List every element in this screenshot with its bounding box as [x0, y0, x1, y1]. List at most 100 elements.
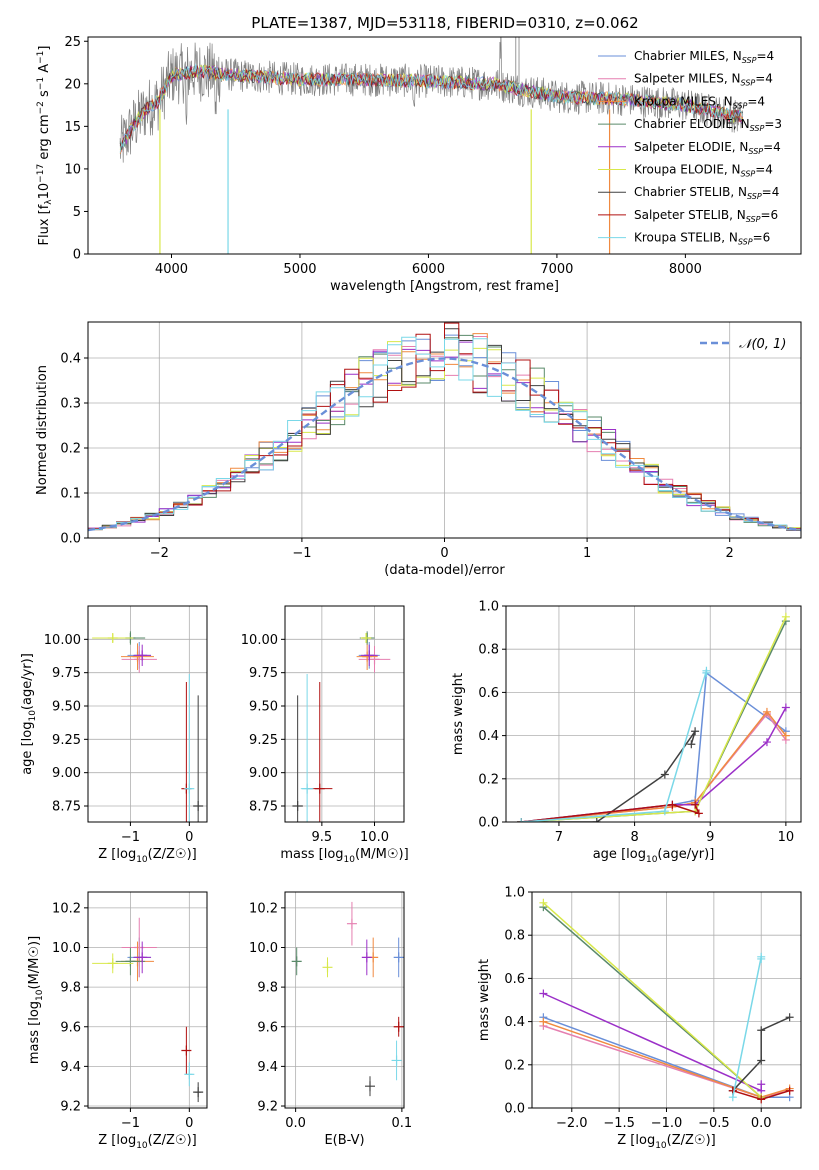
weight-marker-salpeter_stelib: [694, 809, 703, 818]
x-axis-label: (data-model)/error: [384, 563, 505, 578]
weight-line-kroupa_miles: [521, 710, 787, 822]
x-tick-label: 0: [185, 1116, 193, 1131]
y-tick-label: 0.0: [478, 816, 499, 831]
y-tick-label: 9.2: [257, 1100, 278, 1115]
weight-marker-kroupa_stelib: [660, 807, 669, 816]
point-chabrier_elodie: [291, 956, 302, 967]
weight-marker-salpeter_stelib: [785, 1086, 794, 1095]
x-tick-label: 0.0: [285, 1116, 306, 1131]
y-axis-label: age [log10(age/yr)]: [20, 653, 38, 775]
y-tick-label: 9.50: [249, 700, 278, 715]
label-part: (Z/Z☉)]: [667, 1133, 716, 1148]
y-axis-label: mass weight: [451, 673, 466, 755]
model-spectrum-kroupa_stelib: [119, 63, 744, 153]
y-tick-label: 9.4: [60, 1060, 81, 1075]
point-salpeter_miles: [134, 942, 145, 953]
x-axis-label: Z [log10(Z/Z☉)]: [98, 1133, 196, 1151]
legend-label: Salpeter MILES, NSSP=4: [634, 72, 773, 88]
point-kroupa_stelib: [302, 783, 313, 794]
label-part: =3: [764, 117, 782, 131]
legend-label: Salpeter STELIB, NSSP=6: [634, 208, 778, 224]
x-tick-label: 1: [583, 546, 591, 561]
y-tick-label: 10.0: [249, 941, 278, 956]
label-part: SSP: [747, 192, 762, 201]
label-part: Chabrier STELIB, N: [634, 185, 747, 199]
weight-marker-salpeter_stelib: [757, 1095, 766, 1104]
label-part: 10: [344, 855, 356, 865]
legend-label: Kroupa STELIB, NSSP=6: [634, 231, 770, 247]
point-kroupa_elodie: [322, 962, 333, 973]
y-tick-label: 0.0: [504, 1102, 525, 1117]
y-tick-label: 20: [64, 77, 81, 92]
y-tick-label: 0.4: [60, 352, 81, 367]
y-tick-label: 9.25: [52, 733, 81, 748]
y-tick-label: 0.6: [478, 686, 499, 701]
y-tick-label: 9.8: [257, 981, 278, 996]
label-part: erg cm: [37, 114, 52, 163]
x-tick-label: 8000: [669, 262, 702, 277]
y-tick-label: 0: [73, 248, 81, 263]
point-salpeter_miles: [369, 654, 380, 665]
legend-label: Kroupa ELODIE, NSSP=4: [634, 163, 773, 179]
weight-marker-kroupa_miles: [781, 731, 790, 740]
x-tick-label: 5000: [283, 262, 316, 277]
y-tick-label: 0.3: [60, 397, 81, 412]
label-part: −17: [36, 164, 46, 183]
y-tick-label: 0.0: [60, 532, 81, 547]
axes-frame: [87, 605, 208, 823]
legend-label: Chabrier MILES, NSSP=4: [634, 49, 774, 65]
label-part: mass [log: [280, 847, 343, 862]
y-tick-label: 0.4: [478, 729, 499, 744]
y-tick-label: 0.6: [504, 972, 525, 987]
x-tick-label: −1: [121, 830, 140, 845]
point-chabrier_stelib: [193, 1087, 204, 1098]
legend-label: Chabrier STELIB, NSSP=4: [634, 185, 779, 201]
y-tick-label: 9.50: [52, 700, 81, 715]
axes-frame: [284, 605, 405, 823]
y-tick-label: 9.25: [249, 733, 278, 748]
y-tick-label: 9.75: [249, 666, 278, 681]
label-part: (M/M☉)]: [27, 936, 42, 990]
label-part: =6: [760, 208, 778, 222]
x-tick-label: −1: [292, 546, 311, 561]
y-tick-label: 10: [64, 162, 81, 177]
x-tick-label: 0.1: [392, 1116, 413, 1131]
x-tick-label: −0.5: [698, 1116, 730, 1131]
label-part: =4: [755, 163, 773, 177]
label-part: 10: [37, 183, 52, 200]
weight-line-kroupa_elodie: [521, 616, 787, 822]
point-salpeter_stelib: [314, 783, 325, 794]
x-tick-label: 8: [630, 830, 638, 845]
point-kroupa_stelib: [184, 783, 195, 794]
panel-spectrum: 4000 5000 6000 7000 8000 0 5 10 15 20 25 Chabrier M…: [36, 35, 802, 294]
point-chabrier_elodie: [125, 956, 136, 967]
y-tick-label: 0.1: [60, 487, 81, 502]
axes-frame: [505, 605, 802, 823]
plot-area: [517, 612, 790, 822]
y-tick-label: 0.8: [478, 643, 499, 658]
point-salpeter_elodie: [137, 650, 148, 661]
x-tick-label: −2.0: [556, 1116, 588, 1131]
label-part: =4: [755, 72, 773, 86]
plot-area: [88, 322, 801, 532]
y-tick-label: 10.2: [249, 901, 278, 916]
label-part: −1: [36, 77, 46, 90]
weight-marker-kroupa_stelib: [517, 818, 526, 822]
label-part: 10: [136, 855, 148, 865]
label-part: Z [log: [98, 1133, 136, 1148]
legend-label: Kroupa MILES, NSSP=4: [634, 94, 765, 110]
axes-frame: [87, 36, 802, 255]
x-tick-label: 9: [706, 830, 714, 845]
weight-marker-salpeter_elodie: [762, 738, 771, 747]
label-part: =6: [753, 231, 771, 245]
point-kroupa_elodie: [361, 633, 372, 643]
point-chabrier_stelib: [365, 1081, 375, 1092]
y-axis-label: Normed distribution: [35, 365, 50, 495]
label-part: =4: [756, 49, 774, 63]
label-part: Z [log: [98, 847, 136, 862]
x-axis-label: mass [log10(M/M☉)]: [280, 847, 408, 865]
y-tick-label: 9.00: [249, 766, 278, 781]
label-part: ]: [37, 46, 52, 51]
